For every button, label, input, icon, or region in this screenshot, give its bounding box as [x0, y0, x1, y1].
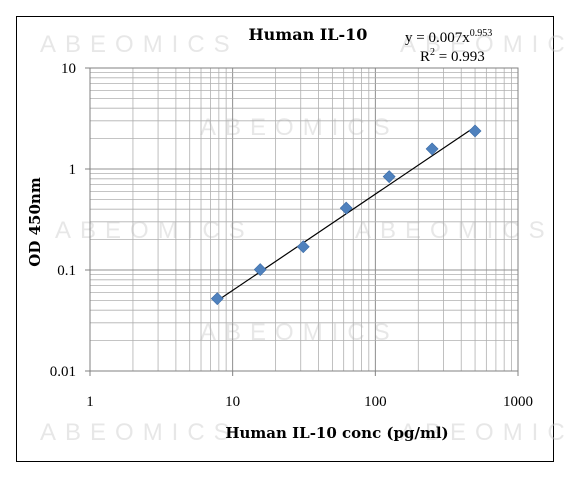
r2-exponent: 2: [430, 47, 435, 58]
data-points: [210, 124, 482, 306]
x-axis-ticks: 1 10 100 1000: [86, 371, 533, 410]
trendline-equation: y = 0.007x0.953: [405, 28, 492, 46]
r-squared: R2 = 0.993: [420, 47, 485, 65]
data-point: [210, 292, 224, 306]
data-point: [339, 201, 353, 215]
watermark-text: ABEOMICS: [400, 419, 573, 446]
data-point: [425, 142, 439, 156]
y-axis-ticks: 0.01 0.1 1 10: [50, 61, 90, 380]
y-tick-label: 0.1: [57, 263, 76, 279]
watermark-text: ABEOMICS: [200, 319, 399, 346]
chart-title: Human IL-10: [249, 25, 368, 44]
y-tick-label: 10: [61, 61, 76, 77]
data-point: [296, 240, 310, 254]
r2-value: = 0.993: [435, 49, 485, 65]
watermark-text: ABEOMICS: [40, 419, 239, 446]
y-tick-label: 1: [69, 162, 77, 178]
plot-area: [89, 67, 519, 372]
y-tick-label: 0.01: [50, 364, 76, 380]
data-point: [253, 263, 267, 276]
x-tick-label: 10: [225, 394, 240, 410]
data-point: [468, 124, 482, 138]
x-tick-label: 1: [86, 394, 94, 410]
x-tick-label: 1000: [503, 394, 533, 410]
y-axis-title: OD 450nm: [26, 177, 44, 267]
equation-exponent: 0.953: [470, 28, 493, 39]
x-tick-label: 100: [364, 394, 387, 410]
watermark-text: ABEOMICS: [40, 31, 239, 58]
r2-symbol: R: [420, 49, 430, 65]
watermark-text: ABEOMICS: [400, 31, 573, 58]
watermark-layer: ABEOMICS ABEOMICS ABEOMICS ABEOMICS ABEO…: [40, 31, 573, 446]
equation-base: y = 0.007x: [405, 30, 470, 46]
data-point: [382, 170, 396, 184]
watermark-text: ABEOMICS: [200, 114, 399, 141]
x-axis-title: Human IL-10 conc (pg/ml): [225, 424, 448, 442]
